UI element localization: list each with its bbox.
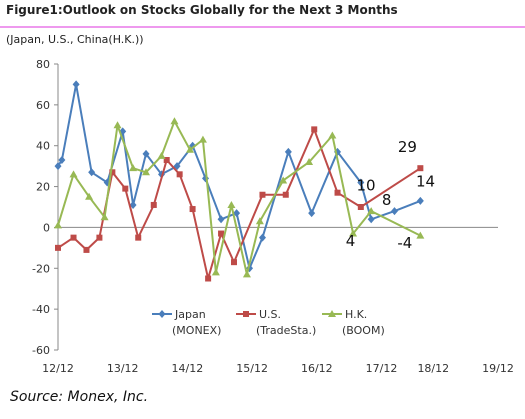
figure-title: Figure1:Outlook on Stocks Globally for t… (6, 3, 398, 17)
data-point (357, 178, 365, 187)
legend-marker (243, 311, 249, 317)
data-point (198, 135, 207, 143)
data-annotation: -4 (397, 234, 412, 252)
series-line-us (57, 128, 421, 280)
data-point (72, 80, 80, 89)
data-point (100, 213, 109, 221)
data-point (231, 259, 237, 266)
y-tick-label: 0 (43, 221, 50, 234)
data-point (163, 157, 170, 164)
data-point (58, 156, 66, 165)
data-point (349, 229, 358, 237)
y-tick-label: -60 (32, 344, 50, 357)
data-point (367, 215, 375, 224)
data-point (211, 268, 220, 276)
y-tick-label: -40 (32, 303, 50, 316)
data-point (282, 191, 289, 198)
data-point (88, 168, 96, 177)
x-tick-label: 19/12 (482, 362, 514, 375)
x-tick-label: 16/12 (301, 362, 333, 375)
x-tick-label: 14/12 (172, 362, 204, 375)
data-point (416, 196, 424, 205)
source-note: Source: Monex, Inc. (10, 389, 149, 405)
data-point (284, 147, 292, 156)
data-point (258, 233, 266, 242)
data-point (367, 207, 376, 215)
data-point (233, 209, 241, 218)
data-point (259, 191, 266, 198)
title-divider (0, 26, 525, 28)
legend-sublabel: (MONEX) (172, 324, 221, 337)
x-tick-label: 18/12 (417, 362, 449, 375)
y-tick-label: -20 (32, 262, 50, 275)
legend-marker (158, 310, 166, 318)
data-point (176, 171, 183, 178)
data-point (218, 230, 225, 237)
legend-label: U.S. (259, 308, 281, 321)
data-point (217, 215, 225, 224)
data-point (308, 209, 316, 218)
data-point (142, 168, 150, 176)
data-point (113, 121, 122, 129)
data-point (357, 204, 364, 210)
data-point (109, 169, 116, 176)
data-point (170, 117, 179, 125)
x-tick-label: 15/12 (236, 362, 268, 375)
data-point (417, 165, 424, 172)
data-point (186, 145, 194, 153)
data-annotation: 10 (356, 177, 375, 195)
data-point (54, 221, 62, 229)
data-point (416, 231, 425, 239)
data-point (189, 206, 196, 213)
data-point (334, 189, 341, 196)
data-point (311, 126, 318, 133)
figure-subtitle: (Japan, U.S., China(H.K.)) (6, 33, 144, 46)
data-point (305, 158, 314, 166)
data-point (242, 270, 251, 278)
data-point (328, 131, 337, 139)
data-point (390, 207, 398, 216)
y-tick-label: 20 (36, 181, 50, 194)
data-point (129, 200, 137, 209)
data-point (129, 164, 138, 172)
data-point (55, 244, 61, 251)
data-point (157, 151, 166, 159)
data-point (255, 217, 264, 225)
data-point (85, 192, 94, 200)
legend-marker (328, 310, 336, 317)
legend-label: Japan (174, 308, 206, 321)
data-annotation: 14 (416, 173, 435, 191)
x-tick-label: 17/12 (366, 362, 398, 375)
x-tick-label: 12/12 (42, 362, 74, 375)
data-point (83, 246, 90, 253)
data-point (205, 275, 212, 282)
data-point (54, 162, 62, 171)
data-point (142, 149, 150, 158)
x-tick-label: 13/12 (107, 362, 139, 375)
data-annotation: 8 (382, 191, 392, 209)
data-annotation: 29 (398, 138, 417, 156)
data-annotation: 4 (346, 232, 356, 250)
data-point (279, 176, 288, 184)
data-point (70, 234, 77, 241)
y-tick-label: 40 (36, 140, 50, 153)
data-point (135, 234, 142, 241)
data-point (69, 170, 78, 178)
data-point (122, 185, 129, 192)
legend-sublabel: (BOOM) (342, 324, 385, 337)
y-tick-label: 60 (36, 99, 50, 112)
data-point (227, 200, 236, 208)
y-tick-label: 80 (36, 58, 50, 71)
data-point (150, 201, 157, 208)
data-point (96, 234, 103, 241)
legend-label: H.K. (345, 308, 367, 321)
legend-sublabel: (TradeSta.) (256, 324, 316, 337)
